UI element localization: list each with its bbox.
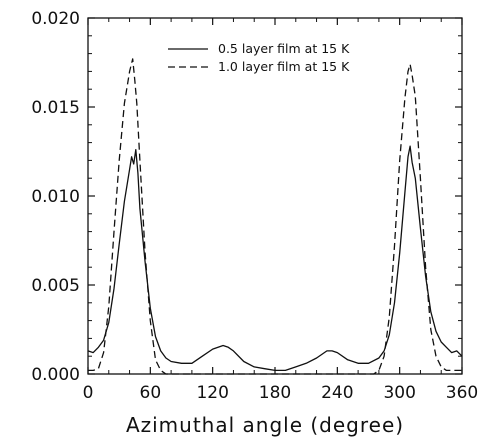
plot-area: 0 60 120 180 240 300 360 0.000 0.005 0.010 0.015 0.… <box>31 9 478 437</box>
x-tick-label: 240 <box>321 383 353 403</box>
legend-label-1: 0.5 layer film at 15 K <box>218 41 350 56</box>
series-line-2 <box>88 58 462 375</box>
x-axis-title: Azimuthal angle (degree) <box>126 413 404 437</box>
y-tick-label: 0.000 <box>31 365 80 385</box>
series-line-1 <box>87 145 463 372</box>
y-tick-label: 0.015 <box>31 98 80 118</box>
x-tick-label: 0 <box>83 383 94 403</box>
y-tick-label: 0.010 <box>31 187 80 207</box>
x-tick-label: 300 <box>383 383 415 403</box>
x-tick-label: 360 <box>446 383 478 403</box>
x-tick-label: 120 <box>196 383 228 403</box>
y-tick-label: 0.020 <box>31 9 80 29</box>
y-tick-label: 0.005 <box>31 276 80 296</box>
x-tick-label: 180 <box>259 383 291 403</box>
legend-label-2: 1.0 layer film at 15 K <box>218 59 350 74</box>
x-tick-label: 60 <box>140 383 162 403</box>
